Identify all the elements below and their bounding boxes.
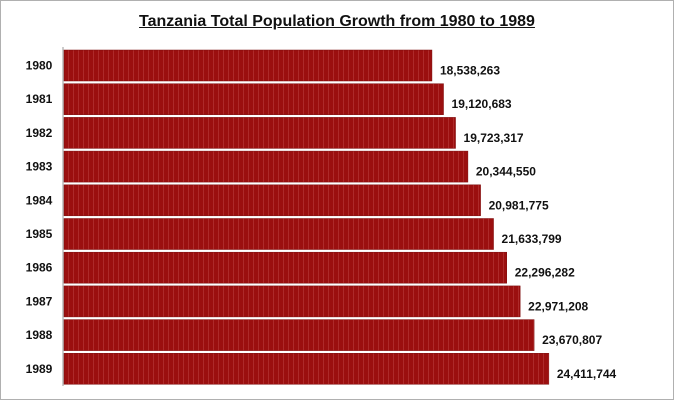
bar-1982 (63, 117, 456, 149)
bar-1980 (63, 49, 433, 82)
chart-title-text: Tanzania Total Population Growth from 19… (139, 13, 535, 30)
y-tick-label-1981: 1981 (26, 92, 53, 106)
y-tick-label-1983: 1983 (26, 160, 53, 174)
data-label-1983: 20,344,550 (476, 165, 536, 179)
chart-title: Tanzania Total Population Growth from 19… (1, 13, 673, 31)
data-label-1989: 24,411,744 (557, 367, 617, 381)
y-tick-label-1984: 1984 (26, 193, 53, 207)
bar-1983 (63, 150, 469, 183)
bar-1981 (63, 83, 444, 115)
bar-1987 (63, 285, 521, 318)
data-label-1986: 22,296,282 (515, 266, 575, 280)
data-label-1985: 21,633,799 (502, 232, 562, 246)
y-tick-label-1989: 1989 (26, 362, 53, 376)
y-tick-label-1985: 1985 (26, 227, 53, 241)
bar-1984 (63, 184, 481, 217)
bar-1985 (63, 218, 494, 250)
data-label-1988: 23,670,807 (542, 333, 602, 347)
y-tick-label-1987: 1987 (26, 294, 53, 308)
y-tick-label-1988: 1988 (26, 328, 53, 342)
data-label-1980: 18,538,263 (440, 64, 500, 78)
bar-1988 (63, 319, 535, 351)
data-label-1984: 20,981,775 (489, 198, 549, 212)
bar-1986 (63, 251, 507, 284)
y-tick-label-1980: 1980 (26, 59, 53, 73)
data-label-1987: 22,971,208 (528, 299, 588, 313)
data-label-1981: 19,120,683 (452, 97, 512, 111)
bar-1989 (63, 353, 550, 385)
y-tick-label-1982: 1982 (26, 126, 53, 140)
y-tick-label-1986: 1986 (26, 261, 53, 275)
data-label-1982: 19,723,317 (464, 131, 524, 145)
